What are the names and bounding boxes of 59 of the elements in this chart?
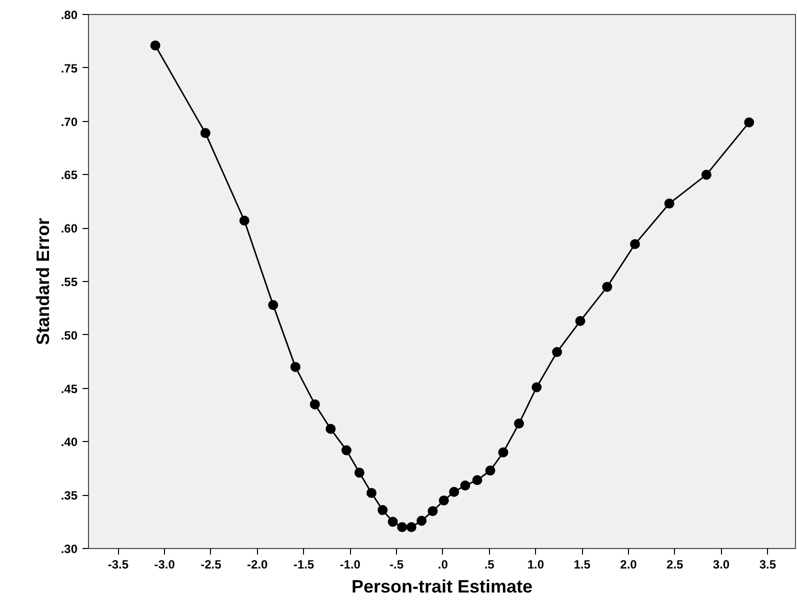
x-tick-label: 1.0 [527,558,544,572]
x-tick-label: -.5 [390,558,404,572]
point [532,382,542,392]
point [575,316,586,326]
point [200,128,210,138]
point [744,117,754,128]
point [326,424,336,434]
y-tick-label: .40 [60,435,78,450]
point [602,282,612,292]
point [438,495,449,506]
x-tick-label: 3.0 [712,558,730,572]
point [397,522,408,532]
x-tick-label: -3.5 [108,558,129,572]
point [268,300,278,310]
y-tick-label: .80 [60,8,78,22]
x-tick-label: 3.5 [759,558,776,572]
point [366,488,376,498]
x-axis-title: Person-trait Estimate [351,576,533,596]
point [388,516,398,527]
y-tick-label: .45 [60,382,78,396]
point [354,468,364,478]
x-tick-label: 2.5 [666,558,684,572]
point [290,362,300,372]
point [406,522,416,532]
x-tick-label: -2.0 [247,558,268,572]
y-tick-label: .60 [60,222,78,236]
x-tick-label: 1.5 [574,558,591,572]
y-tick-label: .55 [60,275,78,289]
point [341,445,352,456]
point [428,506,438,516]
point [460,480,470,490]
x-tick-label: -3.0 [154,558,176,572]
y-tick-label: .65 [60,168,78,182]
y-axis-title: Standard Error [32,218,53,346]
point [310,399,320,410]
point [239,216,250,226]
y-tick-label: .30 [60,542,78,556]
point [472,475,482,486]
point [449,486,460,497]
y-tick-label: .50 [60,328,78,342]
x-tick-label: -1.5 [293,558,314,572]
point [150,40,160,50]
x-tick-label: -1.0 [340,558,361,572]
point [552,346,562,357]
x-tick-label: .0 [438,558,448,572]
point [485,466,496,476]
point [514,418,524,429]
y-tick-label: .70 [60,114,78,129]
point [378,505,388,516]
point [701,170,712,180]
x-tick-label: -2.5 [200,558,222,572]
x-tick-label: .5 [484,558,495,572]
point [498,447,508,458]
point [416,516,427,526]
point [630,239,640,250]
y-tick-label: .35 [60,488,78,503]
x-tick-label: 2.0 [620,558,638,572]
y-tick-label: .75 [60,61,78,76]
point [664,198,674,209]
